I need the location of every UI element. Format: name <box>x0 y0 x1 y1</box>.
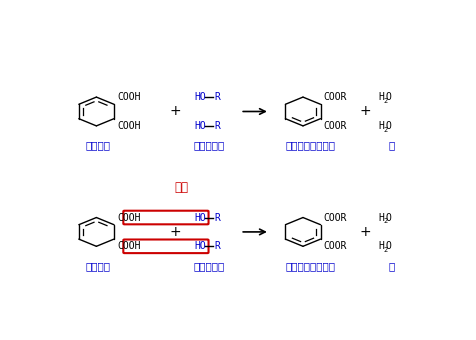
Text: 2: 2 <box>383 127 387 133</box>
Text: O: O <box>386 121 392 131</box>
Text: COOH: COOH <box>117 212 140 222</box>
Text: COOR: COOR <box>324 121 347 131</box>
Text: COOR: COOR <box>324 212 347 222</box>
Text: HO: HO <box>194 212 206 222</box>
Text: 脱水: 脱水 <box>174 181 188 194</box>
Text: +: + <box>360 104 371 118</box>
Text: 水: 水 <box>388 140 395 151</box>
Text: +: + <box>170 225 181 239</box>
Text: O: O <box>386 92 392 102</box>
Text: COOR: COOR <box>324 92 347 102</box>
Text: +: + <box>170 104 181 118</box>
Text: COOH: COOH <box>117 92 140 102</box>
Text: フタル酸: フタル酸 <box>86 140 111 151</box>
Text: フタル酸エステル: フタル酸エステル <box>285 140 336 151</box>
Text: COOH: COOH <box>117 121 140 131</box>
Text: H: H <box>378 121 385 131</box>
Text: フタル酸: フタル酸 <box>86 261 111 271</box>
Text: 2: 2 <box>383 247 387 253</box>
Text: H: H <box>378 92 385 102</box>
Text: HO: HO <box>194 241 206 251</box>
Text: 水: 水 <box>388 261 395 271</box>
Text: +: + <box>360 225 371 239</box>
Text: O: O <box>386 212 392 222</box>
Text: 2: 2 <box>383 98 387 104</box>
Text: R: R <box>214 241 220 251</box>
Text: 2: 2 <box>383 218 387 224</box>
Text: R: R <box>214 212 220 222</box>
Text: R: R <box>214 121 220 131</box>
Text: HO: HO <box>194 92 206 102</box>
Text: H: H <box>378 241 385 251</box>
Text: H: H <box>378 212 385 222</box>
Text: COOH: COOH <box>117 241 140 251</box>
Text: アルコール: アルコール <box>193 140 225 151</box>
Text: COOR: COOR <box>324 241 347 251</box>
Text: R: R <box>214 92 220 102</box>
Text: フタル酸エステル: フタル酸エステル <box>285 261 336 271</box>
Text: O: O <box>386 241 392 251</box>
Text: アルコール: アルコール <box>193 261 225 271</box>
Text: HO: HO <box>194 121 206 131</box>
